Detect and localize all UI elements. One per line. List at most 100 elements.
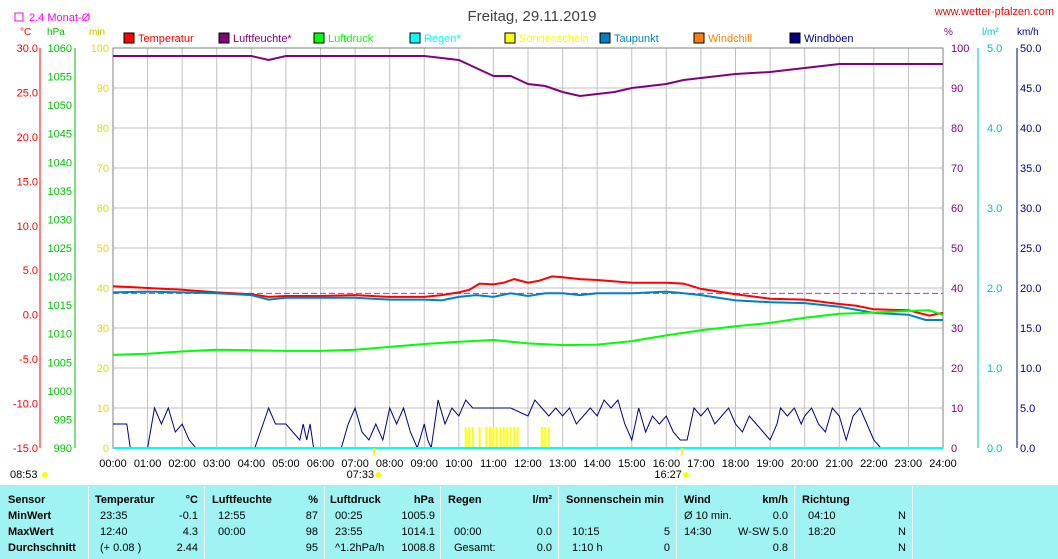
pressure-time: ^1.2hPa/h: [335, 542, 385, 554]
wind-direction: W-SW: [738, 526, 770, 538]
legend-swatch: [599, 32, 611, 44]
sunset-icon: [682, 472, 689, 478]
tick-pressure: 990: [54, 443, 72, 455]
tick-pressure: 1010: [48, 329, 72, 341]
tick-wind: 25.0: [1020, 243, 1041, 255]
sunshine-bar: [509, 427, 512, 448]
tick-rain: 3.0: [987, 203, 1002, 215]
tick-rain: 4.0: [987, 123, 1002, 135]
unit-rain: l/m²: [982, 27, 999, 38]
series-lines: [112, 55, 944, 450]
header-pressure-unit: hPa: [413, 494, 434, 506]
header-rain: Regen: [448, 494, 482, 506]
legend-swatch: [409, 32, 421, 44]
tick-humidity: 100: [951, 43, 969, 55]
x-tick: 23:00: [895, 458, 923, 470]
sunshine-value: 5: [663, 526, 670, 538]
x-tick: 08:00: [376, 458, 404, 470]
legend-swatch: [123, 32, 135, 44]
sunshine-bar: [547, 427, 550, 448]
sunshine-bar: [499, 427, 502, 448]
tick-humidity: 10: [951, 403, 963, 415]
series-luftfeuchte: [113, 55, 943, 98]
tick-minutes: 50: [97, 243, 109, 255]
legend-swatch: [789, 32, 801, 44]
tick-minutes: 80: [97, 123, 109, 135]
tick-minutes: 40: [97, 283, 109, 295]
tick-humidity: 20: [951, 363, 963, 375]
legend-swatch: [693, 32, 705, 44]
direction-time: 04:10: [808, 510, 836, 522]
axes: 30.0 25.0 20.0 15.0 10.0 5.0 0.0 -5.0 -10.0 -15.0…: [13, 43, 1042, 455]
x-tick: 20:00: [791, 458, 819, 470]
table-divider: [324, 487, 325, 559]
tick-pressure: 1045: [48, 129, 72, 141]
x-tick: 19:00: [756, 458, 784, 470]
x-tick: 10:00: [445, 458, 473, 470]
legend-label: Regen*: [424, 33, 461, 45]
temp-value: -0.1: [179, 510, 198, 522]
monthly-avg-legend-box: [14, 12, 24, 22]
wind-value: 0.8: [772, 542, 788, 554]
legend: Temperatur Luftfeuchte* Luftdruck Regen* Son…: [123, 32, 854, 45]
table-divider: [440, 487, 441, 559]
unit-temp: °C: [20, 27, 31, 38]
tick-pressure: 1060: [48, 43, 72, 55]
direction-value: N: [898, 526, 906, 538]
tick-rain: 0.0: [987, 443, 1002, 455]
tick-rain: 5.0: [987, 43, 1002, 55]
direction-value: N: [898, 510, 906, 522]
tick-wind: 40.0: [1020, 123, 1041, 135]
series-taupunkt: [112, 290, 943, 321]
x-tick: 14:00: [583, 458, 611, 470]
header-temperature-unit: °C: [185, 494, 198, 506]
sunshine-bar: [471, 427, 474, 448]
x-tick: 22:00: [860, 458, 888, 470]
tick-wind: 35.0: [1020, 163, 1041, 175]
tick-minutes: 60: [97, 203, 109, 215]
tick-rain: 1.0: [987, 363, 1002, 375]
legend-label: Temperatur: [138, 33, 194, 45]
tick-pressure: 1040: [48, 157, 72, 169]
tick-pressure: 1005: [48, 357, 72, 369]
header-sensor: Sensor: [8, 494, 46, 506]
tick-temp: 5.0: [23, 265, 38, 277]
unit-humidity: %: [944, 27, 953, 38]
legend-swatch: [218, 32, 230, 44]
humidity-time: 12:55: [218, 510, 246, 522]
legend-label: Luftdruck: [328, 33, 374, 45]
legend-label: Sonnenschein: [519, 33, 589, 45]
rain-value: 0.0: [536, 526, 552, 538]
rain-time: 00:00: [454, 526, 482, 538]
temp-value: 2.44: [176, 542, 198, 554]
humidity-value: 87: [305, 510, 318, 522]
pressure-time: 23:55: [335, 526, 363, 538]
x-tick: 02:00: [168, 458, 196, 470]
tick-minutes: 20: [97, 363, 109, 375]
x-tick: 11:00: [480, 458, 507, 470]
sunshine-bar: [544, 427, 547, 448]
stats-table: [0, 485, 1058, 559]
sunshine-bar: [468, 427, 471, 448]
table-divider: [794, 487, 795, 559]
legend-swatch: [313, 32, 325, 44]
sunshine-bar: [495, 427, 498, 448]
tick-humidity: 70: [951, 163, 963, 175]
x-tick-labels: 00:00 01:00 02:00 03:00 04:00 05:00 06:00 07:00…: [10, 448, 957, 481]
x-tick: 09:00: [410, 458, 438, 470]
x-tick: 18:00: [722, 458, 750, 470]
unit-pressure: hPa: [47, 27, 65, 38]
table-divider: [88, 487, 89, 559]
temp-time: 23:35: [100, 510, 128, 522]
tick-minutes: 100: [91, 43, 109, 55]
legend-swatch: [504, 32, 516, 44]
tick-pressure: 1030: [48, 214, 72, 226]
series-temperatur: [112, 275, 944, 317]
tick-humidity: 50: [951, 243, 963, 255]
sunshine-bar: [464, 427, 467, 448]
tick-humidity: 90: [951, 83, 963, 95]
site-link[interactable]: www.wetter-pfalzen.com: [934, 6, 1054, 18]
tick-pressure: 995: [54, 414, 72, 426]
tick-pressure: 1025: [48, 243, 72, 255]
sunshine-bar: [513, 427, 516, 448]
